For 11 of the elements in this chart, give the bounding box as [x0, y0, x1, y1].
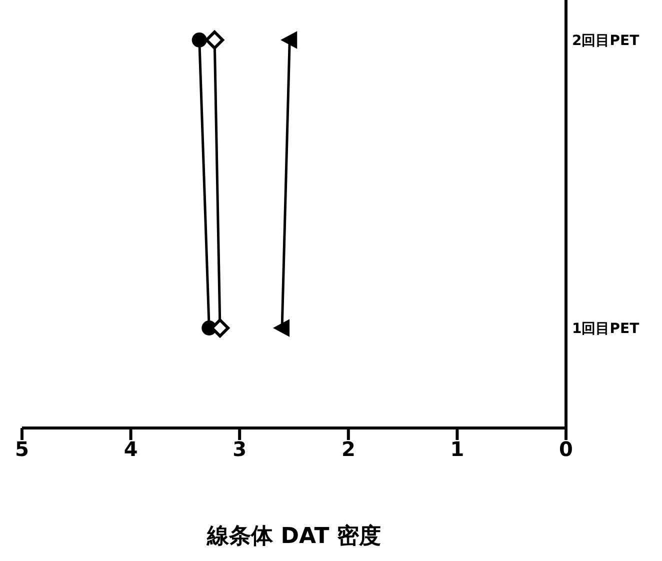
y-tick-label: 1回目PET — [572, 320, 640, 337]
x-axis-title: 線条体 DAT 密度 — [206, 523, 381, 549]
point — [205, 30, 224, 50]
x-tick-label: 2 — [341, 437, 356, 462]
x-tick-label: 3 — [232, 437, 247, 462]
y-tick-label: 2回目PET — [572, 32, 640, 49]
x-tick-label: 5 — [15, 437, 29, 462]
x-tick-label: 0 — [559, 437, 573, 462]
point — [192, 32, 207, 48]
x-tick-label: 1 — [450, 437, 464, 462]
x-tick-label: 4 — [124, 437, 138, 462]
